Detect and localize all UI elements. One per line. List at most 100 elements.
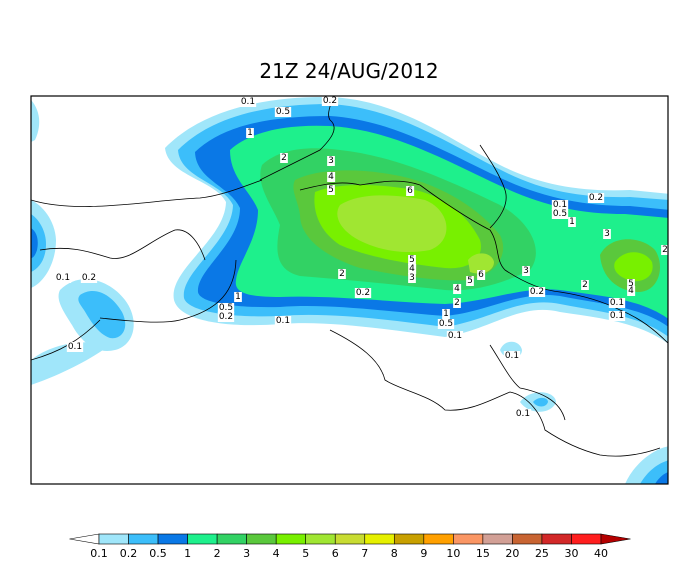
colorbar-label: 6 <box>332 547 339 560</box>
contour-label: 4 <box>628 286 634 296</box>
sw-blob-in <box>78 291 126 339</box>
colorbar-label: 0.5 <box>149 547 167 560</box>
contour-label-bg <box>514 409 532 419</box>
contour-label: 5 <box>328 185 334 195</box>
colorbar-label: 10 <box>446 547 460 560</box>
contour-label-bg <box>587 193 605 203</box>
contour-label: 2 <box>662 245 668 255</box>
contour-label-bg <box>453 284 462 294</box>
contour-label: 3 <box>523 266 529 276</box>
contour-label: 0.2 <box>356 288 370 298</box>
contour-6 <box>337 195 447 253</box>
colorbar-swatch <box>128 533 159 545</box>
contour-label-bg <box>408 273 416 283</box>
contour-label-bg <box>217 312 235 322</box>
colorbar-label: 25 <box>535 547 549 560</box>
colorbar-swatch <box>364 533 395 545</box>
contour-label: 6 <box>407 186 413 196</box>
contour-label: 0.5 <box>439 319 453 329</box>
contour-label-bg <box>466 276 474 286</box>
colorbar-label: 0.1 <box>90 547 108 560</box>
contour-label: 3 <box>409 273 415 283</box>
colorbar-swatch <box>512 533 543 545</box>
contour-label: 1 <box>569 217 575 227</box>
contour-label-bg <box>477 270 486 280</box>
colorbar-swatch <box>98 533 129 545</box>
contour-label-bg <box>446 331 464 341</box>
contour-6-small <box>468 253 494 274</box>
contour-label-bg <box>442 309 450 319</box>
contour-label: 0.2 <box>589 193 603 203</box>
contour-label-bg <box>522 266 530 276</box>
colorbar-swatch <box>453 533 484 545</box>
contour-label: 0.2 <box>82 273 96 283</box>
se-corner-core <box>655 472 668 484</box>
contour-label-bg <box>551 209 569 219</box>
contour-label-bg <box>608 311 626 321</box>
colorbar-swatch <box>541 533 572 545</box>
contour-label-bg <box>603 229 611 239</box>
colorbar-swatch <box>571 533 602 545</box>
contour-label-bg <box>327 156 335 166</box>
colorbar-label: 40 <box>594 547 608 560</box>
contour-label-bg <box>661 245 669 255</box>
colorbar-swatch <box>482 533 513 545</box>
contour-label: 6 <box>478 270 484 280</box>
contour-label-bg <box>627 279 635 289</box>
contour-label: 0.1 <box>610 311 624 321</box>
contour-label-bg <box>54 273 72 283</box>
contour-label: 3 <box>328 156 334 166</box>
contour-label: 5 <box>409 255 415 265</box>
contour-label-bg <box>503 351 521 361</box>
contour-label: 1 <box>443 309 449 319</box>
contour-label: 0.5 <box>219 303 233 313</box>
colorbar-label: 5 <box>302 547 309 560</box>
colorbar-low-arrow <box>69 533 100 545</box>
contour-label-bg <box>551 200 569 210</box>
contour-label: 0.5 <box>276 107 290 117</box>
contour-label-bg <box>437 319 455 329</box>
contour-label-bg <box>608 298 626 308</box>
colorbar-swatch <box>334 533 366 545</box>
contour-label-bg <box>406 186 415 196</box>
contour-label-bg <box>80 273 98 283</box>
contour-label-bg <box>408 264 417 274</box>
colorbar-swatch <box>393 533 425 545</box>
contour-label-bg <box>528 287 546 297</box>
contour-label: 0.1 <box>553 200 567 210</box>
contour-label: 0.2 <box>219 312 233 322</box>
contour-label: 0.1 <box>516 409 530 419</box>
contour-label-bg <box>627 286 636 296</box>
contour-label-bg <box>217 303 235 313</box>
field <box>31 96 668 484</box>
contour-label-bg <box>246 128 254 138</box>
contour-label: 2 <box>454 298 460 308</box>
contour-label: 0.1 <box>505 351 519 361</box>
colorbar-label: 7 <box>361 547 368 560</box>
contour-label-bg <box>274 316 292 326</box>
contour-label: 4 <box>409 264 415 274</box>
contour-label: 0.1 <box>448 331 462 341</box>
contour-label: 5 <box>467 276 473 286</box>
contour-label-bg <box>568 217 576 227</box>
contour-label: 4 <box>454 284 460 294</box>
colorbar-label: 30 <box>564 547 578 560</box>
contour-label-bg <box>354 288 372 298</box>
contour-label-bg <box>274 107 292 117</box>
contour-label-bg <box>338 269 346 279</box>
contour-labels: 0.10.50.212 345 60.10.50.2132540.10.123254… <box>54 96 669 419</box>
contour-label: 0.1 <box>610 298 624 308</box>
contour-label-bg <box>327 172 336 182</box>
colorbar-label: 3 <box>243 547 250 560</box>
colorbar-label: 2 <box>214 547 221 560</box>
contour-label: 1 <box>247 128 253 138</box>
contour-label: 0.1 <box>276 316 290 326</box>
contour-label: 4 <box>328 172 334 182</box>
map-frame <box>30 95 669 485</box>
map-title: 21Z 24/AUG/2012 <box>259 59 438 83</box>
colorbar: 0.1 0.2 0.5 1 2 3 4 5 6 7 8 9 10 15 20 25 30 40 <box>69 533 631 560</box>
contour-label: 2 <box>339 269 345 279</box>
west-blob-in <box>31 214 46 272</box>
contour-label: 0.2 <box>323 96 337 106</box>
